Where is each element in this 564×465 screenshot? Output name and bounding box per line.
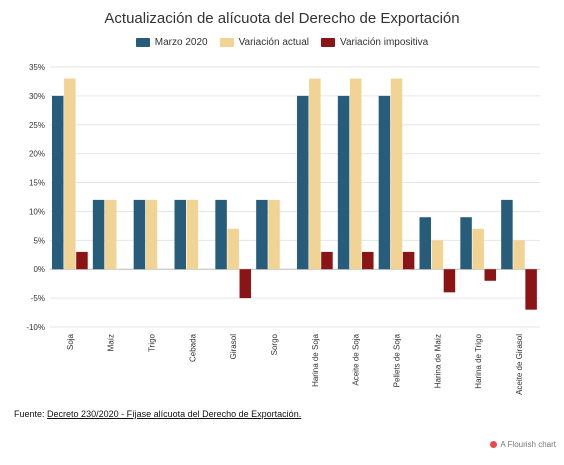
x-tick-label: Aceite de Girasol xyxy=(515,334,524,395)
source-note: Fuente: Decreto 230/2020 - Fíjase alícuo… xyxy=(14,409,301,419)
legend-label: Variación impositiva xyxy=(340,37,429,48)
legend-swatch xyxy=(219,38,234,47)
y-tick-label: -10% xyxy=(26,323,45,332)
bar xyxy=(92,199,105,270)
bar xyxy=(145,199,158,270)
flourish-logo-icon xyxy=(490,441,498,448)
legend-label: Marzo 2020 xyxy=(154,37,208,48)
x-tick-label: Maíz xyxy=(107,334,116,351)
flourish-label: A Flourish chart xyxy=(500,440,556,449)
bar xyxy=(256,199,268,270)
bar xyxy=(362,251,374,270)
legend-label: Variación actual xyxy=(238,37,310,48)
bar xyxy=(186,199,199,270)
bar xyxy=(419,217,431,270)
bar xyxy=(484,269,497,281)
bar xyxy=(390,78,403,270)
bar xyxy=(460,217,472,270)
bar xyxy=(321,251,333,270)
bar xyxy=(525,269,537,310)
y-tick-label: 0% xyxy=(33,265,45,274)
y-tick-label: 30% xyxy=(29,92,45,101)
x-tick-label: Girasol xyxy=(229,334,238,360)
legend-item-marzo-2020[interactable]: Marzo 2020 xyxy=(135,37,208,48)
bar xyxy=(104,199,117,270)
y-tick-label: 35% xyxy=(29,63,45,72)
y-tick-label: 20% xyxy=(29,150,45,159)
y-tick-label: 5% xyxy=(33,236,45,245)
bar xyxy=(239,269,252,299)
x-tick-label: Sorgo xyxy=(270,333,279,355)
y-tick-label: 25% xyxy=(29,121,45,130)
source-link[interactable]: Decreto 230/2020 - Fíjase alícuota del D… xyxy=(47,409,302,419)
x-tick-label: Harina de Soja xyxy=(311,333,320,386)
legend-item-variacion-impositiva[interactable]: Variación impositiva xyxy=(321,37,428,48)
x-tick-label: Harina de Trigo xyxy=(474,333,483,388)
x-tick-label: Aceite de Soja xyxy=(352,333,361,385)
y-tick-label: 10% xyxy=(29,207,45,216)
x-tick-label: Trigo xyxy=(148,333,157,351)
y-tick-label: 15% xyxy=(29,179,45,188)
bar xyxy=(297,95,309,270)
legend-swatch xyxy=(321,38,336,47)
bar xyxy=(501,199,513,270)
chart-title: Actualización de alícuota del Derecho de… xyxy=(104,10,460,27)
bar xyxy=(349,78,362,270)
bar xyxy=(402,251,415,270)
bar xyxy=(52,95,64,270)
bar xyxy=(64,78,76,270)
x-tick-label: Pellets de Soja xyxy=(393,333,402,387)
bar xyxy=(309,78,321,270)
bar xyxy=(337,95,350,270)
legend-swatch xyxy=(135,38,150,47)
bar xyxy=(443,269,456,293)
bar xyxy=(133,199,146,270)
bar xyxy=(174,199,186,270)
bar xyxy=(431,240,444,270)
bar xyxy=(378,95,391,270)
bar xyxy=(227,228,239,270)
bar xyxy=(513,240,525,270)
x-tick-label: Cebada xyxy=(188,333,197,362)
bar-chart: 35% 30% 25% 20% 15% 10% 5% 0% -5% -10% Soja Maíz Tri… xyxy=(26,63,540,395)
bar xyxy=(76,251,88,270)
x-tick-label: Harina de Maíz xyxy=(433,334,442,388)
x-tick-label: Soja xyxy=(66,333,75,350)
legend-item-variacion-actual[interactable]: Variación actual xyxy=(219,37,310,48)
flourish-credit[interactable]: A Flourish chart xyxy=(490,440,556,449)
bar xyxy=(215,199,227,270)
source-prefix: Fuente: xyxy=(14,409,45,419)
bar xyxy=(268,199,280,270)
bar xyxy=(472,228,484,270)
y-tick-label: -5% xyxy=(31,294,45,303)
chart-legend: Marzo 2020 Variación actual Variación im… xyxy=(0,37,564,48)
